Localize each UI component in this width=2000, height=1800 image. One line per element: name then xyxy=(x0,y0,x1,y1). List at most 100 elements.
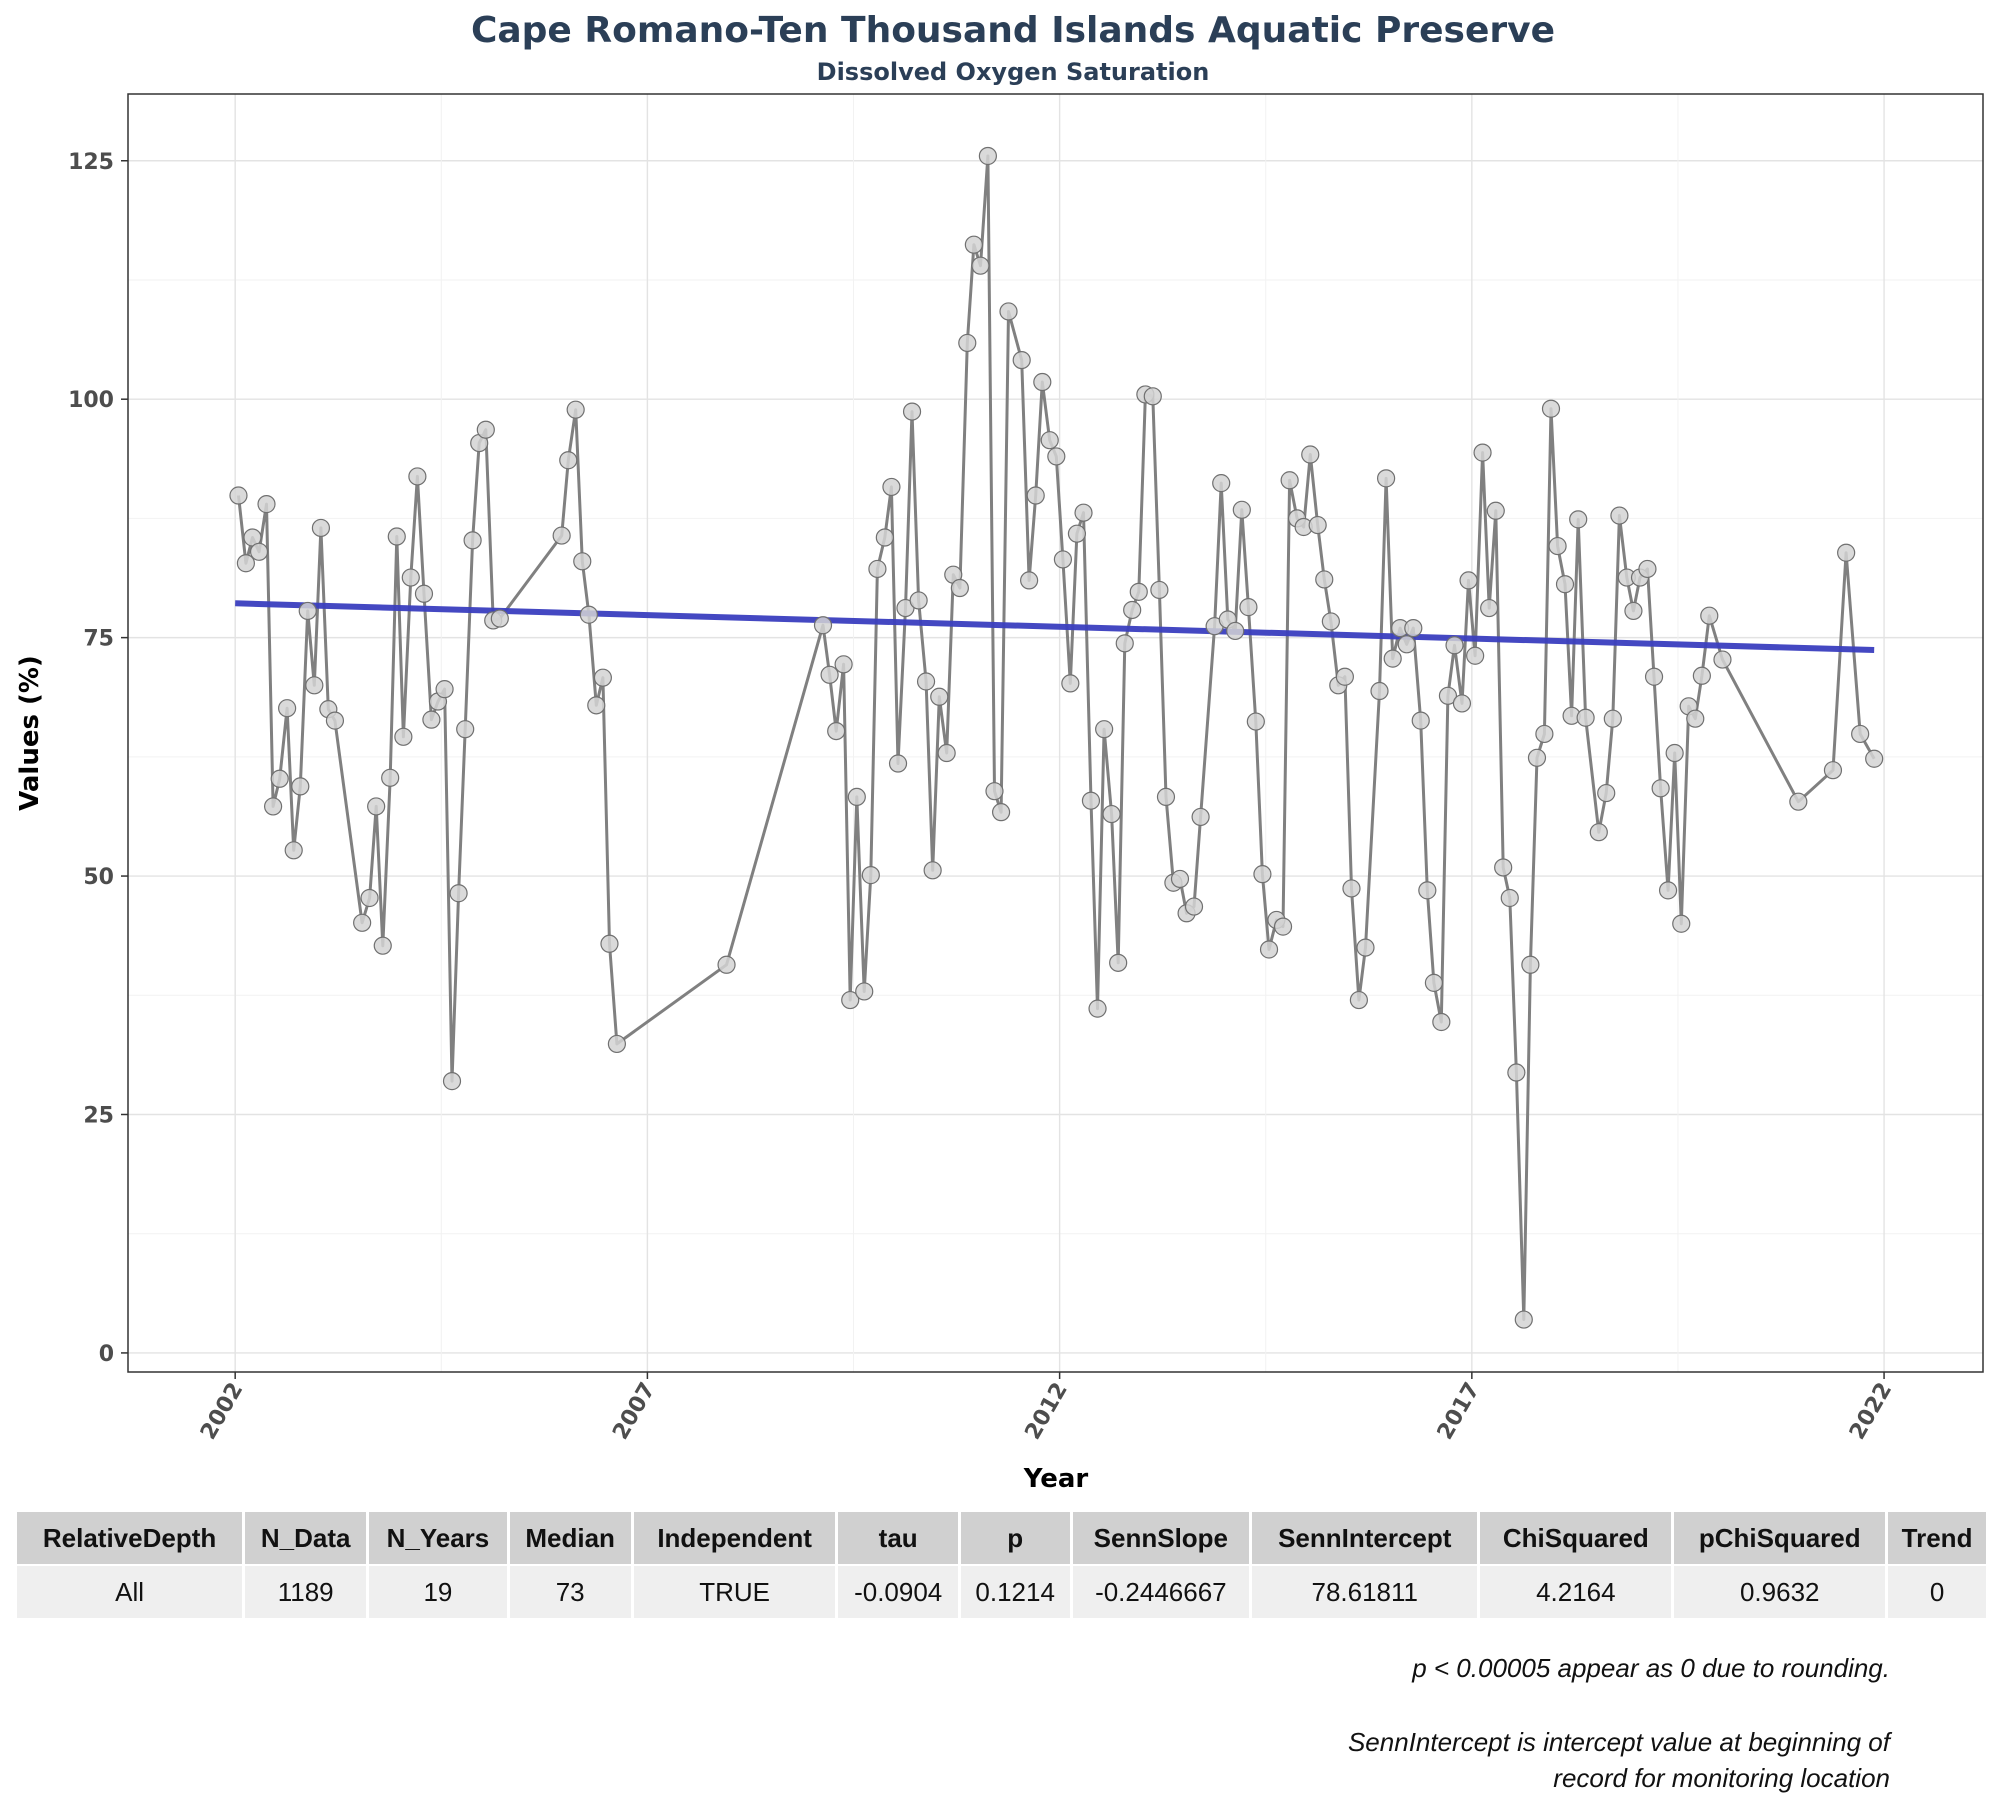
data-point xyxy=(1143,387,1162,406)
table-cell: 19 xyxy=(369,1564,507,1618)
data-point xyxy=(1548,536,1567,556)
x-tick-label: 2007 xyxy=(608,1379,660,1445)
data-point xyxy=(1459,571,1478,590)
data-point xyxy=(841,990,860,1010)
data-point xyxy=(882,477,901,497)
data-point xyxy=(888,754,908,773)
data-point xyxy=(1665,743,1684,763)
table-header-row: RelativeDepth N_Data N_Years Median Inde… xyxy=(17,1512,1986,1564)
chart-title: Cape Romano-Ten Thousand Islands Aquatic… xyxy=(471,10,1555,51)
trend-line xyxy=(235,600,1875,654)
data-point xyxy=(1273,917,1293,936)
y-tick-label: 25 xyxy=(83,1103,114,1128)
data-point xyxy=(1349,990,1368,1010)
data-point xyxy=(1555,575,1575,594)
data-point xyxy=(1102,804,1121,824)
data-point xyxy=(964,235,983,254)
data-point xyxy=(1644,667,1664,686)
data-point xyxy=(1700,606,1719,625)
data-point xyxy=(971,256,990,275)
data-point xyxy=(600,934,619,953)
data-point xyxy=(1061,674,1080,693)
data-point xyxy=(1541,399,1561,418)
data-point xyxy=(1672,914,1691,933)
table-cell: 1189 xyxy=(245,1564,367,1618)
x-tick-label: 2012 xyxy=(1021,1379,1073,1445)
data-point xyxy=(1088,999,1107,1018)
data-point xyxy=(1411,711,1430,730)
data-point xyxy=(229,486,248,505)
data-point xyxy=(552,526,571,545)
data-point xyxy=(1480,598,1499,618)
data-point xyxy=(264,797,283,816)
data-point xyxy=(1713,650,1732,669)
y-tick-label: 100 xyxy=(68,388,114,413)
intercept-note: SennIntercept is intercept value at begi… xyxy=(1348,1724,1890,1796)
table-cell: 0 xyxy=(1888,1564,1986,1618)
data-point xyxy=(847,787,866,807)
data-point xyxy=(1259,940,1279,959)
observation-line xyxy=(237,154,1876,1321)
data-point xyxy=(422,710,441,729)
x-tick-label: 2022 xyxy=(1845,1379,1897,1445)
gridlines xyxy=(128,94,1983,1372)
data-point xyxy=(1253,865,1272,884)
data-point xyxy=(1535,724,1554,744)
data-point xyxy=(1507,1063,1526,1082)
data-point xyxy=(559,451,578,470)
column-header: Independent xyxy=(633,1512,836,1564)
data-point xyxy=(353,913,372,932)
data-point xyxy=(270,769,289,788)
data-point xyxy=(1301,445,1320,464)
data-point xyxy=(930,687,949,706)
y-tick-label: 50 xyxy=(83,865,114,890)
data-point xyxy=(950,578,969,598)
data-point xyxy=(1033,372,1052,392)
data-point xyxy=(1658,881,1678,900)
data-point xyxy=(827,721,846,741)
data-point xyxy=(360,888,379,908)
data-point xyxy=(1692,666,1711,685)
data-point xyxy=(456,720,475,739)
data-point xyxy=(311,518,331,538)
data-point xyxy=(1047,447,1066,466)
data-point xyxy=(381,768,400,787)
data-point xyxy=(916,672,936,691)
data-series xyxy=(229,146,1884,1329)
data-point xyxy=(1651,779,1670,798)
x-tick-label: 2002 xyxy=(196,1379,248,1445)
table-cell: 0.9632 xyxy=(1674,1564,1886,1618)
data-point xyxy=(284,841,303,860)
data-point xyxy=(1308,515,1327,535)
data-point xyxy=(717,955,736,974)
table-cell: All xyxy=(17,1564,243,1618)
data-point xyxy=(1576,708,1595,727)
column-header: N_Years xyxy=(369,1512,507,1564)
data-point xyxy=(1452,694,1472,713)
data-point xyxy=(1603,709,1622,728)
data-point xyxy=(1865,749,1884,768)
data-point xyxy=(868,559,887,579)
data-point xyxy=(1438,686,1458,705)
data-point xyxy=(1624,601,1643,621)
data-point xyxy=(1067,524,1087,543)
data-point xyxy=(490,609,509,628)
data-point xyxy=(463,531,482,550)
data-point xyxy=(373,936,392,955)
data-point xyxy=(1280,471,1299,490)
data-point xyxy=(1129,582,1148,601)
axis-ticks: 0 25 50 75 100 125 2002 2007 2012 2017 2022 xyxy=(68,150,1897,1444)
data-point xyxy=(1569,510,1588,529)
data-point xyxy=(1095,720,1114,739)
data-point xyxy=(1527,748,1547,767)
column-header: p xyxy=(960,1512,1070,1564)
data-point xyxy=(991,803,1011,822)
data-point xyxy=(291,777,310,796)
data-point xyxy=(1418,881,1437,900)
x-tick-label: 2017 xyxy=(1433,1379,1485,1445)
data-point xyxy=(1486,501,1505,520)
data-point xyxy=(367,797,386,816)
data-point xyxy=(861,866,880,885)
data-point xyxy=(1789,792,1808,811)
